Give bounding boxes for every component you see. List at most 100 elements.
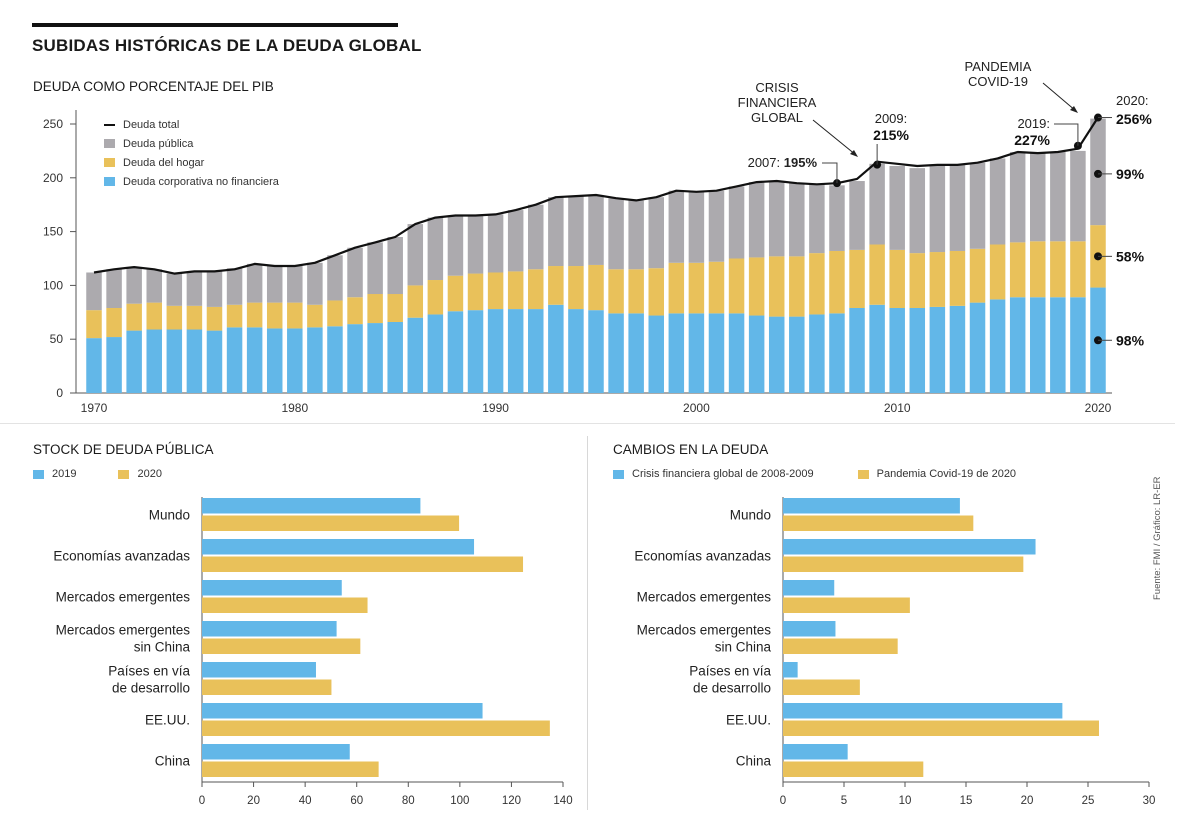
bar-household [86,310,102,339]
annotation-pandemic: PANDEMIA COVID-19 [965,59,1032,89]
bar-corporate [528,309,544,393]
bar-household [106,307,122,338]
bar-public [748,182,765,258]
annotation-2020-value: 256% [1116,111,1152,127]
bar-public [106,269,122,308]
legend-label: 2020 [137,468,162,480]
bar-household [849,249,865,308]
x-tick-label: 10 [899,795,912,807]
bar-crisis-financiera-global-de-2008-2009 [783,621,836,637]
bar-public [528,204,544,270]
bar-household [528,269,544,310]
bar-corporate [407,317,424,393]
swatch-icon [104,158,115,167]
bar-corporate [849,307,865,393]
bar-public [347,247,363,298]
bar-corporate [869,304,885,393]
swatch-icon [104,177,115,186]
main-legend: Deuda total Deuda pública Deuda del hoga… [104,115,279,191]
bar-household [367,294,383,324]
bar-household [768,256,785,317]
bar-public [427,217,444,281]
bar-household [186,305,203,330]
x-tick-label: 1990 [482,401,509,415]
bar-household [467,273,484,311]
legend-label: Pandemia Covid-19 de 2020 [876,468,1017,480]
legend-item-total: Deuda total [104,115,279,134]
leader-line [822,162,838,184]
bar-corporate [989,299,1006,393]
bar-public [1050,151,1066,242]
bar-corporate [809,314,825,393]
bar-household [668,262,685,314]
bar-2020 [202,515,460,531]
bar-corporate [467,310,484,393]
bar-2019 [202,539,475,555]
category-label: China [155,754,191,769]
bar-corporate [1070,297,1086,393]
x-tick-label: 0 [199,795,205,807]
bar-public [86,272,102,311]
legend-label: Deuda pública [123,137,194,150]
bar-household [548,266,564,305]
annotation-crisis: CRISIS FINANCIERA GLOBAL [738,80,817,125]
bar-corporate [688,313,705,393]
bar-corporate [588,310,604,393]
arrow-head-icon [1070,106,1078,113]
bar-corporate [487,309,504,393]
bar-corporate [1030,297,1046,393]
bar-household [307,304,323,328]
category-label: Mundo [730,508,771,523]
bar-2019 [202,662,316,678]
source-credit: Fuente: FMI / Gráfico: LR-ER [1152,476,1163,600]
total-debt-line [93,116,1099,275]
category-label: Países en vía [108,664,190,679]
swatch-icon [118,469,130,479]
bar-household [648,268,664,316]
bar-corporate [949,305,966,393]
category-label: de desarrollo [693,681,771,696]
bar-public [166,273,183,306]
bar-household [246,302,263,328]
bar-household [146,302,162,330]
bar-household [869,244,885,305]
category-label: Mercados emergentes [637,623,772,638]
bar-corporate [427,314,444,393]
bar-crisis-financiera-global-de-2008-2009 [783,498,960,514]
legend-label: Deuda total [123,118,180,131]
bar-public [226,268,243,305]
x-tick-label: 30 [1143,795,1156,807]
x-tick-label: 1980 [281,401,308,415]
bar-household [1050,241,1066,298]
annotation-2009-value: 215% [873,127,909,143]
changes-chart-title: CAMBIOS EN LA DEUDA [613,442,769,457]
bar-public [849,181,865,250]
bar-corporate [86,338,102,393]
bar-corporate [246,327,263,393]
bar-pandemia-covid-19-de-2020 [783,556,1024,572]
bar-public [407,224,424,286]
stock-chart-title: STOCK DE DEUDA PÚBLICA [33,442,214,457]
category-label: Economías avanzadas [53,549,190,564]
bar-corporate [969,302,986,393]
bar-public [809,184,825,254]
leader-line [1054,123,1079,146]
bar-public [287,266,303,303]
bar-public [889,165,905,250]
bar-public [708,190,725,262]
title-rule [32,23,398,27]
bar-corporate [568,309,584,393]
bar-household [748,257,765,316]
main-stacked-chart: 0 50 100 150 200 250 1970 1980 1990 2000 2010 2020 C… [43,59,1152,415]
bar-household [588,264,604,311]
bar-corporate [889,307,905,393]
legend-item-corporate: Deuda corporativa no financiera [104,172,279,191]
bar-public [989,158,1006,245]
bar-2020 [202,638,361,654]
x-tick-label: 1970 [81,401,108,415]
bar-household [909,253,926,308]
x-tick-label: 0 [780,795,786,807]
x-tick-label: 140 [553,795,572,807]
bar-household [206,306,223,331]
x-tick-label: 20 [247,795,260,807]
